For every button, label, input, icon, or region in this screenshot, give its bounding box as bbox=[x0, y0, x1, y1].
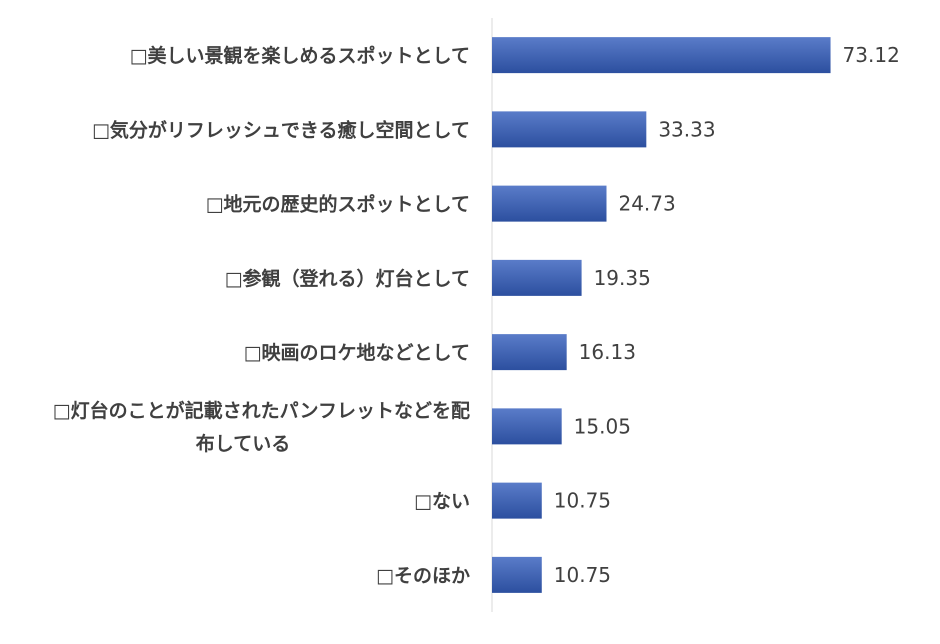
category-label: □灯台のことが記載されたパンフレットなどを配 bbox=[53, 399, 470, 422]
bar bbox=[492, 185, 607, 222]
category-label: □美しい景観を楽しめるスポットとして bbox=[130, 44, 470, 67]
category-label: □映画のロケ地などとして bbox=[244, 341, 470, 364]
bar-value-label: 33.33 bbox=[658, 117, 715, 141]
bar bbox=[492, 334, 567, 371]
bar bbox=[492, 111, 647, 148]
bar-value-label: 10.75 bbox=[554, 563, 611, 587]
category-label: □ない bbox=[414, 491, 470, 513]
bar bbox=[492, 482, 542, 519]
category-label: □そのほか bbox=[376, 565, 470, 587]
bar bbox=[492, 259, 582, 296]
bar-value-label: 19.35 bbox=[594, 266, 651, 290]
category-label: 布している bbox=[196, 432, 290, 455]
bar-value-label: 24.73 bbox=[618, 192, 675, 216]
bar-value-label: 15.05 bbox=[574, 414, 631, 438]
category-label: □参観（登れる）灯台として bbox=[225, 267, 470, 290]
bar-value-label: 16.13 bbox=[579, 340, 636, 364]
bar bbox=[492, 408, 562, 445]
bar bbox=[492, 556, 542, 593]
bar-series: 73.12 □美しい景観を楽しめるスポットとして 33.33 □気分がリフレッシュでき… bbox=[53, 37, 900, 593]
bar bbox=[492, 37, 831, 74]
bar-value-label: 10.75 bbox=[554, 489, 611, 513]
bar-value-label: 73.12 bbox=[843, 43, 900, 67]
category-label: □気分がリフレッシュできる癒し空間として bbox=[92, 118, 470, 141]
category-label: □地元の歴史的スポットとして bbox=[206, 193, 470, 216]
